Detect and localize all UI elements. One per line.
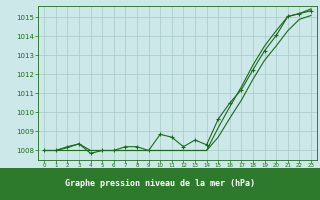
Text: Graphe pression niveau de la mer (hPa): Graphe pression niveau de la mer (hPa)	[65, 180, 255, 188]
